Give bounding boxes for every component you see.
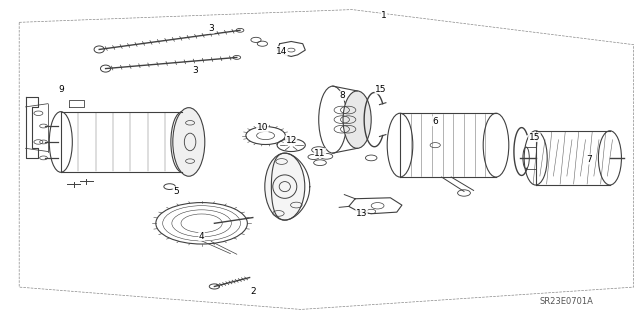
Text: 15: 15 (529, 133, 540, 142)
Text: 2: 2 (250, 287, 255, 296)
Ellipse shape (173, 108, 205, 176)
Ellipse shape (265, 153, 305, 220)
Text: 12: 12 (285, 136, 297, 145)
Text: 4: 4 (199, 232, 204, 241)
Text: 3: 3 (209, 24, 214, 33)
Text: 9: 9 (58, 85, 63, 94)
Text: 15: 15 (375, 85, 387, 94)
Text: 6: 6 (433, 117, 438, 126)
Text: 5: 5 (173, 187, 179, 196)
Text: 7: 7 (586, 155, 591, 164)
Text: 11: 11 (314, 149, 326, 158)
Text: 1: 1 (381, 11, 387, 20)
Text: SR23E0701A: SR23E0701A (540, 297, 593, 306)
Text: 14: 14 (276, 47, 287, 56)
Text: 10: 10 (257, 123, 268, 132)
Text: 13: 13 (356, 209, 367, 218)
Text: 8: 8 (340, 91, 345, 100)
Text: 3: 3 (193, 66, 198, 75)
Ellipse shape (343, 91, 371, 148)
